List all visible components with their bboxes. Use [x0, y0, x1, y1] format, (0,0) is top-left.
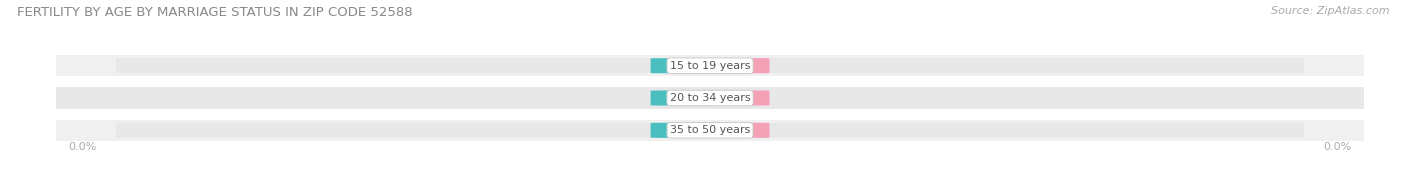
FancyBboxPatch shape	[651, 58, 713, 73]
Text: 0.0%: 0.0%	[725, 126, 751, 135]
Bar	[115, 58, 1305, 73]
Text: Source: ZipAtlas.com: Source: ZipAtlas.com	[1271, 6, 1389, 16]
Text: 0.0%: 0.0%	[1323, 142, 1353, 152]
Text: 0.0%: 0.0%	[725, 93, 751, 103]
FancyBboxPatch shape	[707, 123, 769, 138]
Text: 15 to 19 years: 15 to 19 years	[669, 61, 751, 71]
Text: 0.0%: 0.0%	[669, 61, 695, 70]
Bar	[27, 120, 1393, 141]
Text: 0.0%: 0.0%	[669, 93, 695, 103]
Text: 0.0%: 0.0%	[669, 126, 695, 135]
FancyBboxPatch shape	[651, 91, 713, 105]
Bar	[115, 91, 1305, 105]
FancyBboxPatch shape	[707, 91, 769, 105]
FancyBboxPatch shape	[707, 58, 769, 73]
Text: 35 to 50 years: 35 to 50 years	[669, 125, 751, 135]
Bar	[27, 87, 1393, 109]
Bar	[115, 123, 1305, 138]
Text: 0.0%: 0.0%	[67, 142, 97, 152]
Legend: Married, Unmarried: Married, Unmarried	[631, 193, 789, 196]
Text: 0.0%: 0.0%	[725, 61, 751, 70]
Text: 20 to 34 years: 20 to 34 years	[669, 93, 751, 103]
Text: FERTILITY BY AGE BY MARRIAGE STATUS IN ZIP CODE 52588: FERTILITY BY AGE BY MARRIAGE STATUS IN Z…	[17, 6, 412, 19]
Bar	[27, 55, 1393, 76]
FancyBboxPatch shape	[651, 123, 713, 138]
